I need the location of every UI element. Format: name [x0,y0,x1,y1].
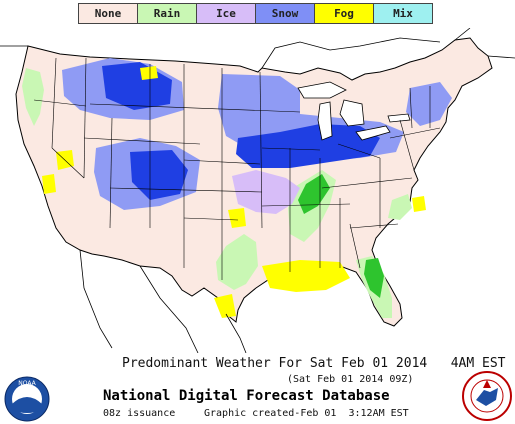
rain-pacific-nw [22,68,44,126]
legend-none-label: None [94,7,122,20]
legend-none: None [78,3,138,24]
valid-time: (Sat Feb 01 2014 09Z) [287,374,414,385]
legend-mix-label: Mix [393,7,413,20]
ice-midsouth [232,170,300,214]
legend-rain: Rain [137,3,197,24]
noaa-logo: NOAA [4,376,50,422]
fog-north-dakota [140,66,158,80]
state-boundaries [33,57,441,280]
snow-heavy-midwest [236,124,380,168]
lake-erie [355,125,391,141]
lake-huron [339,99,365,127]
fog-nevada [42,174,56,194]
lake-ontario [387,113,411,123]
legend-snow-label: Snow [271,7,299,20]
legend-fog: Fog [314,3,374,24]
legend-rain-label: Rain [153,7,181,20]
legend-snow: Snow [255,3,315,24]
noaa-logo-text: NOAA [18,380,36,387]
lake-superior [297,81,347,99]
rain-atlantic [388,194,412,220]
legend-fog-label: Fog [334,7,354,20]
international-borders [0,28,515,353]
rain-heavy-tennessee [298,174,330,214]
rain-heavy-florida [364,258,384,298]
legend-mix: Mix [373,3,433,24]
nws-logo [462,371,512,421]
lake-michigan [317,101,333,141]
fog-gulf-coast [262,260,350,292]
database-name: National Digital Forecast Database [103,388,390,404]
snow-light-new-england [406,82,452,126]
weather-map [0,28,515,353]
weather-legend: None Rain Ice Snow Fog Mix [78,3,433,24]
snow-heavy-colorado [130,150,188,200]
map-title: Predominant Weather For Sat Feb 01 2014 … [122,356,506,371]
fog-texas-south [214,294,236,318]
created-timestamp: Graphic created-Feb 01 3:12AM EST [204,408,409,419]
fog-mississippi-valley [228,208,246,228]
fog-carolinas [412,196,426,212]
legend-ice-label: Ice [216,7,236,20]
rain-texas-east [216,234,258,290]
issuance-label: 08z issuance [103,408,176,419]
legend-ice: Ice [196,3,256,24]
